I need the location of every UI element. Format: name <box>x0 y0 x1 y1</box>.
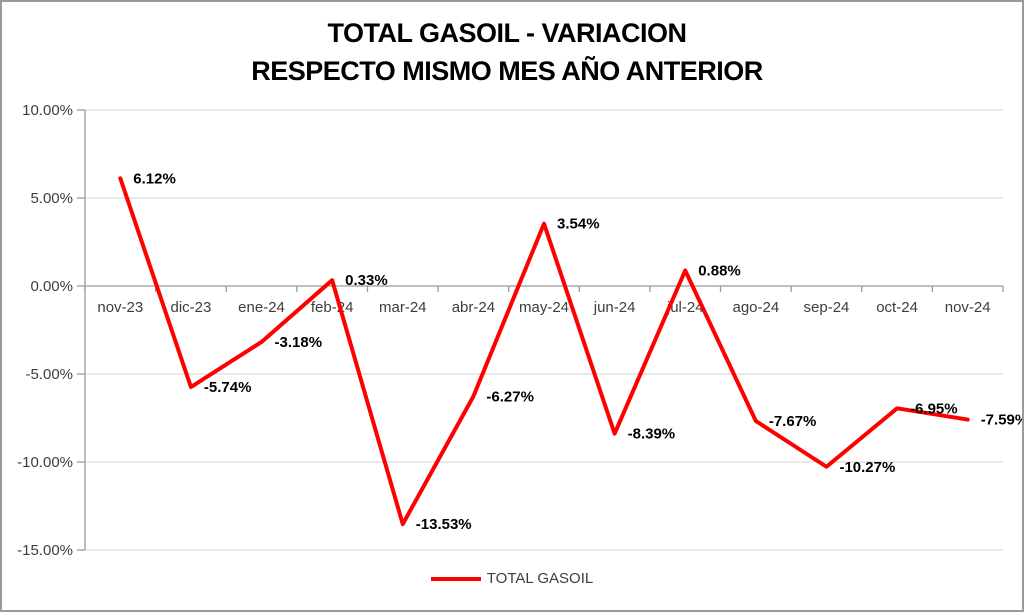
series-line-total-gasoil <box>118 176 970 527</box>
y-tick-label: -15.00% <box>17 542 73 559</box>
x-tick-label: oct-24 <box>876 299 918 316</box>
x-tick-label: dic-23 <box>170 299 211 316</box>
data-label: -6.95% <box>910 400 958 417</box>
data-label: 0.88% <box>698 263 741 280</box>
chart-title: TOTAL GASOIL - VARIACION RESPECTO MISMO … <box>2 14 1012 90</box>
x-tick-label: sep-24 <box>804 299 850 316</box>
x-tick-label: ago-24 <box>732 299 779 316</box>
x-tick-label: nov-23 <box>97 299 143 316</box>
data-label: -7.67% <box>769 413 817 430</box>
legend-label: TOTAL GASOIL <box>486 570 594 587</box>
y-tick-label: 5.00% <box>30 190 73 207</box>
data-label: -10.27% <box>839 459 895 476</box>
data-label: -3.18% <box>275 334 323 351</box>
legend-line-swatch <box>430 576 481 581</box>
chart-title-line2: RESPECTO MISMO MES AÑO ANTERIOR <box>251 56 763 86</box>
data-label: 3.54% <box>557 216 600 233</box>
y-tick-label: 10.00% <box>22 102 73 119</box>
x-tick-label: nov-24 <box>945 299 991 316</box>
x-tick-label: jul-24 <box>666 299 704 316</box>
x-tick-label: ene-24 <box>238 299 285 316</box>
y-tick-label: -10.00% <box>17 454 73 471</box>
data-label: -8.39% <box>628 426 676 443</box>
x-tick-label: may-24 <box>519 299 569 316</box>
data-label: 6.12% <box>133 170 176 187</box>
data-label: -7.59% <box>981 412 1022 429</box>
legend: TOTAL GASOIL <box>2 570 1022 587</box>
y-tick-label: -5.00% <box>25 366 73 383</box>
data-label: -13.53% <box>416 516 472 533</box>
data-label: -5.74% <box>204 379 252 396</box>
chart-title-line1: TOTAL GASOIL - VARIACION <box>327 18 687 48</box>
x-tick-label: mar-24 <box>379 299 427 316</box>
data-label: 0.33% <box>345 272 388 289</box>
x-tick-label: jun-24 <box>593 299 636 316</box>
x-tick-label: feb-24 <box>311 299 354 316</box>
x-tick-label: abr-24 <box>452 299 495 316</box>
y-tick-label: 0.00% <box>30 278 73 295</box>
data-label: -6.27% <box>486 388 534 405</box>
